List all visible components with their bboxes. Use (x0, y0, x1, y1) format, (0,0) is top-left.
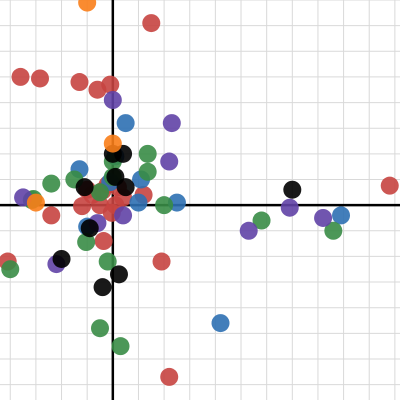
data-point-series-4 (280, 198, 299, 217)
data-point-series-6 (103, 134, 122, 153)
data-point-series-2 (211, 314, 230, 333)
data-point-series-4 (162, 114, 181, 133)
data-point-series-3 (91, 319, 109, 338)
data-point-series-1 (101, 75, 120, 94)
data-point-series-3 (111, 337, 130, 356)
data-point-series-4 (114, 206, 133, 225)
data-point-series-3 (252, 211, 271, 230)
data-point-series-3 (42, 174, 61, 193)
data-point-series-2 (129, 193, 148, 212)
data-point-series-4 (103, 91, 122, 109)
data-point-series-3 (1, 260, 20, 279)
data-point-series-5 (80, 219, 99, 238)
data-point-series-1 (160, 367, 179, 386)
data-point-series-4 (239, 221, 258, 240)
data-point-series-5 (116, 178, 135, 197)
data-point-series-1 (380, 176, 399, 195)
data-point-series-3 (138, 144, 157, 163)
data-point-series-1 (11, 67, 30, 86)
data-point-series-6 (78, 0, 97, 12)
data-point-series-4 (160, 152, 179, 171)
data-point-series-5 (93, 278, 112, 297)
data-point-series-1 (73, 197, 92, 216)
data-point-series-1 (152, 252, 171, 271)
data-point-series-3 (98, 252, 117, 271)
data-point-series-3 (91, 183, 109, 202)
data-point-series-2 (116, 114, 135, 133)
data-point-series-1 (142, 14, 161, 33)
data-point-series-5 (75, 178, 94, 197)
data-point-series-5 (109, 265, 128, 284)
data-point-series-2 (332, 206, 351, 225)
data-point-series-6 (26, 193, 45, 212)
data-point-series-1 (42, 206, 61, 225)
data-point-series-3 (324, 221, 343, 240)
data-point-series-5 (52, 249, 71, 268)
data-point-series-3 (77, 233, 96, 252)
data-point-series-1 (94, 232, 113, 251)
data-point-series-5 (283, 180, 302, 199)
data-point-series-1 (70, 73, 89, 92)
data-point-series-3 (138, 162, 157, 181)
data-point-series-1 (31, 69, 49, 88)
data-point-series-3 (155, 196, 174, 215)
data-point-series-4 (314, 208, 333, 227)
data-points (0, 0, 399, 386)
